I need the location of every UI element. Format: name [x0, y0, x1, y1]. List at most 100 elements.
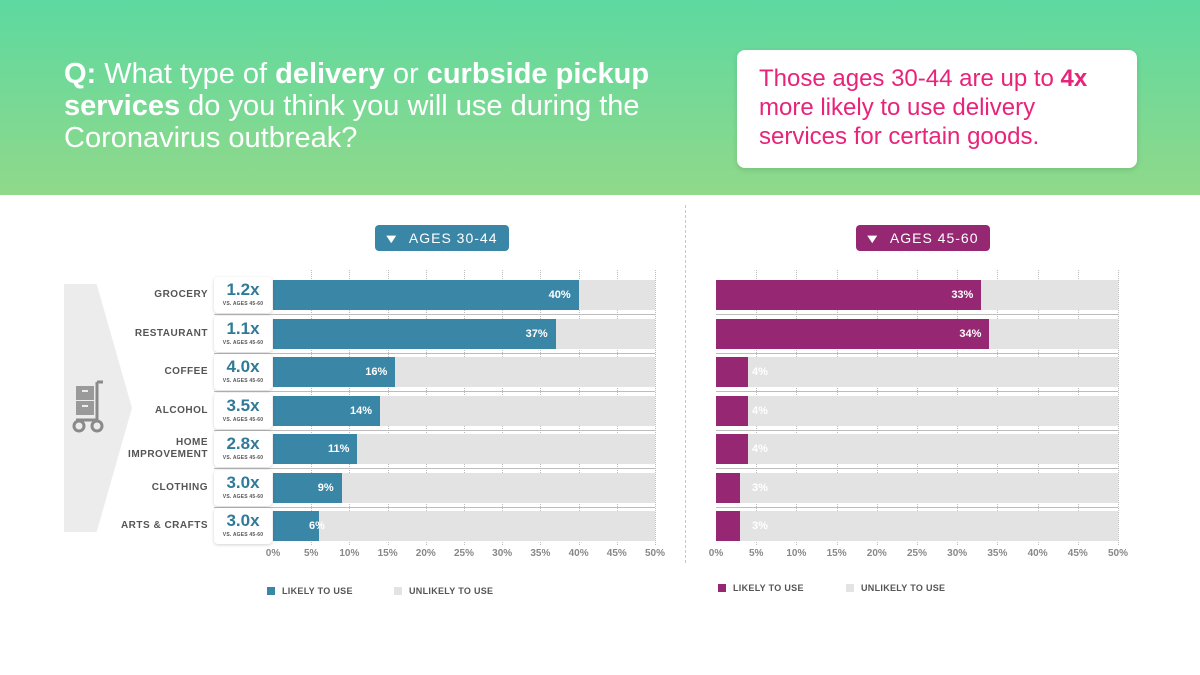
legend-item: LIKELY TO USE — [267, 586, 353, 596]
x-tick-label: 0% — [708, 548, 724, 559]
bar-track-unlikely: 4% — [716, 357, 1118, 387]
x-tick-label: 0% — [265, 548, 281, 559]
multiplier-note: VS. AGES 45-60 — [222, 532, 264, 538]
legend-swatch — [267, 587, 275, 595]
legend-label: LIKELY TO USE — [733, 583, 804, 593]
bar-likely — [716, 511, 741, 541]
bar-value-label: 34% — [959, 327, 982, 340]
row-separator — [214, 352, 655, 354]
bar-track-unlikely: 3% — [716, 511, 1118, 541]
x-tick-label: 40% — [568, 548, 589, 559]
question-part2: or — [384, 58, 427, 90]
category-label: COFFEE — [164, 366, 208, 377]
bar-value-label: 40% — [548, 289, 571, 301]
multiplier-note: VS. AGES 45-60 — [222, 416, 264, 423]
bar-likely — [716, 357, 749, 387]
callout-box: Those ages 30-44 are up to 4x more likel… — [737, 50, 1137, 168]
category-label: HOME IMPROVEMENT — [128, 437, 208, 460]
x-tick-label: 30% — [947, 548, 968, 559]
category-label: ARTS & CRAFTS — [120, 520, 208, 531]
category-label: CLOTHING — [151, 481, 208, 493]
bar-track-unlikely: 6% — [273, 511, 655, 541]
filter-pill-label: AGES 45-60 — [889, 230, 979, 246]
bar-track-unlikely: 11% — [273, 434, 655, 464]
grid-line — [655, 270, 656, 545]
multiplier-badge: 1.2x VS. AGES 45-60 — [214, 277, 272, 313]
bar-value-label: 11% — [328, 443, 350, 455]
x-tick-label: 5% — [748, 548, 764, 559]
legend-item: LIKELY TO USE — [718, 583, 804, 593]
row-separator — [716, 429, 1118, 431]
funnel-icon: ▼ — [863, 230, 882, 246]
bar-likely — [716, 472, 741, 503]
x-tick-label: 5% — [303, 548, 319, 559]
bar-likely — [716, 434, 749, 464]
bar-track-unlikely: 34% — [716, 318, 1118, 349]
bar-likely — [273, 357, 396, 387]
row-separator — [716, 468, 1118, 469]
bar-track-unlikely: 16% — [273, 357, 655, 387]
legend-swatch — [846, 584, 854, 592]
legend-label: UNLIKELY TO USE — [861, 583, 946, 593]
x-tick-label: 40% — [1027, 548, 1048, 559]
x-tick-label: 45% — [1067, 548, 1088, 559]
multiplier-note: VS. AGES 45-60 — [222, 455, 264, 461]
legend-item: UNLIKELY TO USE — [394, 586, 493, 596]
multiplier-badge: 2.8x VS. AGES 45-60 — [214, 431, 272, 467]
row-separator — [214, 506, 655, 508]
category-label: RESTAURANT — [134, 327, 208, 339]
bar-likely — [716, 318, 990, 349]
bar-likely — [273, 318, 556, 349]
question-part1: What type of — [96, 58, 276, 90]
filter-pill: ▼ AGES 45-60 — [856, 225, 991, 251]
bar-value-label: 14% — [349, 404, 372, 417]
bar-track-unlikely: 4% — [716, 395, 1118, 426]
bar-likely — [273, 472, 342, 503]
bar-value-label: 33% — [951, 289, 974, 301]
bar-value-label: 4% — [752, 366, 768, 378]
bar-value-label: 6% — [309, 520, 325, 532]
filter-pill: ▼ AGES 30-44 — [375, 225, 510, 251]
row-separator — [716, 506, 1118, 508]
bar-value-label: 3% — [752, 481, 768, 494]
row-separator — [214, 391, 655, 392]
x-tick-label: 25% — [906, 548, 927, 559]
panel-divider — [685, 205, 686, 563]
header-banner: Q: What type of delivery or curbside pic… — [0, 0, 1200, 195]
bar-likely — [273, 395, 380, 426]
multiplier-value: 1.1x — [226, 318, 260, 338]
x-tick-label: 45% — [606, 548, 627, 559]
multiplier-badge: 4.0x VS. AGES 45-60 — [214, 354, 272, 390]
legend-item: UNLIKELY TO USE — [846, 583, 945, 593]
category-label: ALCOHOL — [155, 404, 208, 416]
callout-part2: more likely to use delivery services for… — [759, 94, 1040, 150]
multiplier-note: VS. AGES 45-60 — [222, 493, 264, 500]
multiplier-value: 3.0x — [226, 472, 260, 492]
bar-track-unlikely: 14% — [273, 395, 655, 426]
row-separator — [716, 391, 1118, 392]
bar-value-label: 9% — [317, 481, 334, 494]
multiplier-badge: 3.0x VS. AGES 45-60 — [214, 508, 272, 544]
bar-track-unlikely: 37% — [273, 318, 655, 349]
multiplier-value: 3.0x — [226, 511, 260, 530]
x-tick-label: 20% — [866, 548, 887, 559]
grid-line — [1118, 270, 1119, 545]
multiplier-value: 3.5x — [226, 395, 260, 415]
legend-swatch — [394, 587, 402, 595]
question-part3: do you think you will use during the Cor… — [64, 90, 640, 154]
bar-likely — [273, 280, 579, 310]
x-tick-label: 35% — [987, 548, 1008, 559]
legend-label: LIKELY TO USE — [282, 586, 353, 596]
bar-likely — [273, 511, 319, 541]
callout-bold: 4x — [1060, 65, 1088, 92]
bar-track-unlikely: 4% — [716, 434, 1118, 464]
bar-value-label: 37% — [525, 327, 548, 340]
x-tick-label: 30% — [492, 548, 513, 559]
row-separator — [716, 352, 1118, 354]
bar-value-label: 3% — [752, 520, 768, 532]
legend-swatch — [718, 584, 726, 592]
question-bold1: delivery — [275, 58, 385, 90]
bar-likely — [716, 280, 982, 310]
funnel-icon: ▼ — [382, 230, 401, 246]
x-tick-label: 50% — [1107, 548, 1128, 559]
